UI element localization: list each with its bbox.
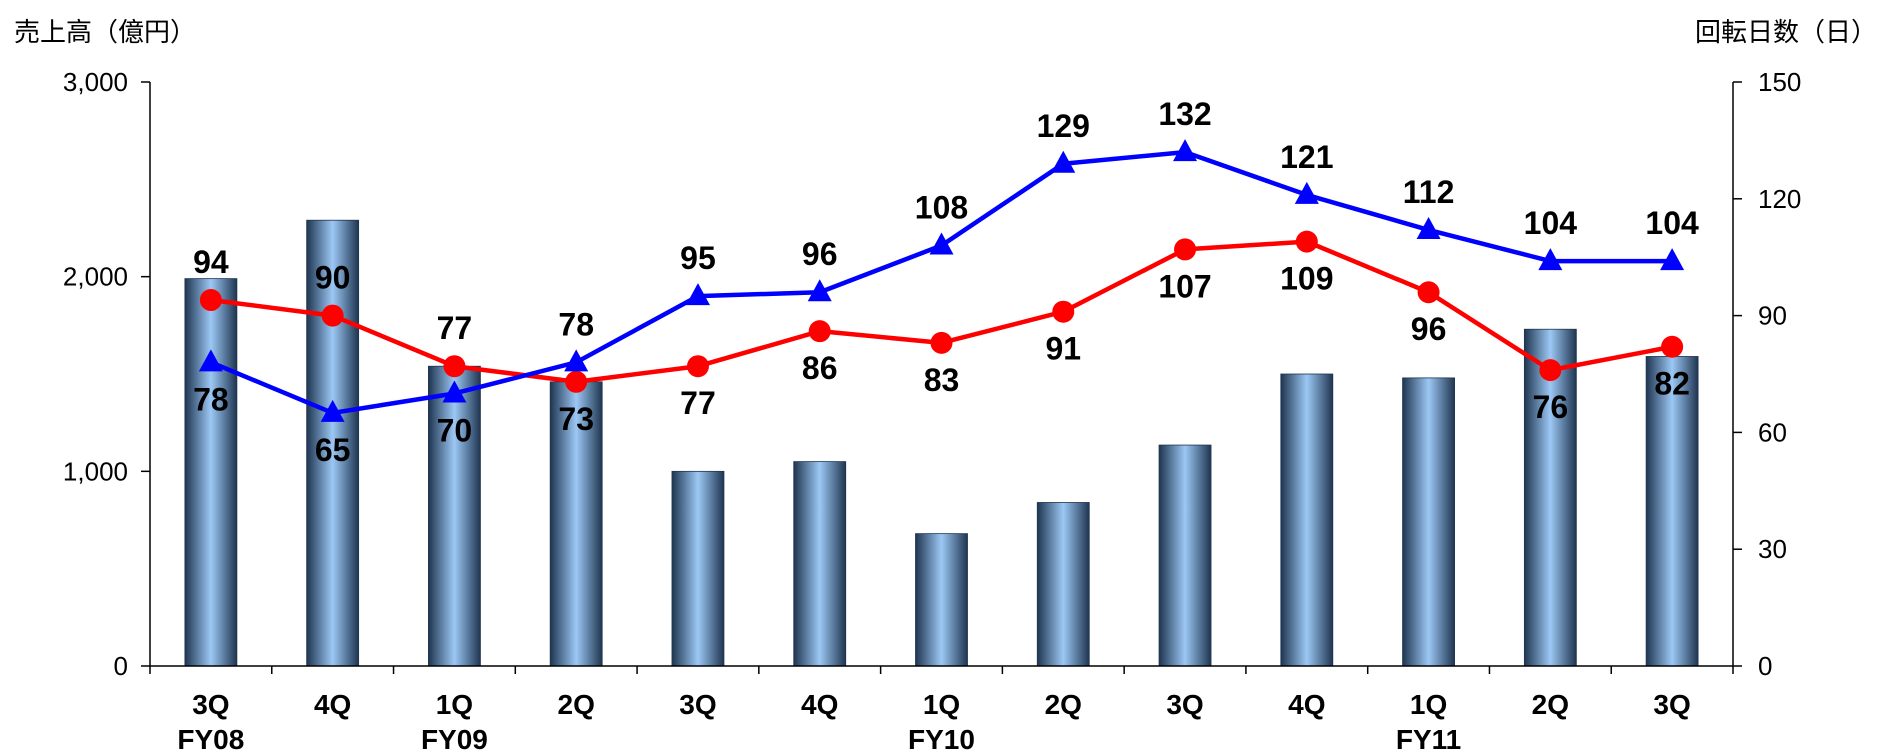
circle-marker — [565, 370, 588, 393]
data-label: 90 — [315, 260, 351, 296]
left-axis-title: 売上高（億円） — [14, 18, 197, 48]
right-tick-label: 0 — [1758, 651, 1772, 681]
x-tick-label: 3Q — [192, 689, 229, 720]
data-label: 77 — [437, 310, 473, 346]
right-tick-label: 150 — [1758, 67, 1801, 97]
bar — [549, 381, 603, 667]
x-tick-label: 2Q — [1532, 689, 1569, 720]
data-labels: 94 90 77 73 77 86 83 91 107 109 96 76 82 78 65 70 78 95 96… — [193, 96, 1699, 468]
circle-marker — [1052, 300, 1075, 323]
fiscal-year-label: FY08 — [177, 724, 244, 753]
fiscal-year-label: FY09 — [421, 724, 488, 753]
circle-marker — [686, 355, 709, 378]
data-label: 82 — [1654, 366, 1690, 402]
right-tick-label: 60 — [1758, 417, 1787, 447]
x-tick-label: 3Q — [1653, 689, 1690, 720]
series-line — [210, 239, 1673, 385]
circle-marker — [1661, 335, 1684, 358]
data-label: 78 — [558, 306, 594, 342]
fiscal-year-label: FY11 — [1396, 724, 1461, 753]
data-label: 107 — [1158, 268, 1211, 304]
bar — [1280, 373, 1334, 667]
right-tick-label: 120 — [1758, 184, 1801, 214]
right-tick-label: 90 — [1758, 301, 1787, 331]
data-label: 104 — [1524, 205, 1578, 241]
triangle-marker — [807, 279, 832, 302]
bar — [915, 533, 968, 667]
left-tick-label: 2,000 — [63, 262, 128, 292]
line-series — [198, 139, 1685, 422]
x-tick-label: 4Q — [801, 689, 838, 720]
triangle-marker — [1660, 248, 1685, 271]
x-tick-label: 3Q — [679, 689, 716, 720]
triangle-marker — [1173, 139, 1198, 162]
bar — [428, 365, 481, 667]
circle-marker — [1539, 359, 1562, 382]
data-label: 112 — [1403, 174, 1455, 210]
circle-marker — [321, 304, 344, 327]
left-tick-label: 1,000 — [63, 456, 128, 486]
circle-marker — [1295, 230, 1318, 253]
data-label: 77 — [680, 385, 716, 421]
bar — [1158, 444, 1212, 667]
x-tick-label: 2Q — [1045, 689, 1082, 720]
data-label: 132 — [1158, 96, 1211, 132]
circle-marker — [930, 331, 953, 354]
data-label: 121 — [1280, 139, 1333, 175]
data-label: 83 — [924, 362, 960, 398]
data-label: 129 — [1037, 108, 1090, 144]
data-label: 70 — [437, 412, 473, 448]
bar — [1645, 356, 1699, 667]
x-tick-label: 2Q — [558, 689, 595, 720]
circle-marker — [199, 289, 222, 312]
bar — [1036, 502, 1090, 667]
x-tick-label: 1Q — [436, 689, 473, 720]
data-label: 73 — [558, 401, 594, 437]
fiscal-year-label: FY10 — [908, 724, 975, 753]
data-label: 91 — [1045, 331, 1081, 367]
bar — [671, 470, 725, 667]
data-label: 65 — [315, 432, 351, 468]
data-label: 78 — [193, 381, 229, 417]
triangle-marker — [564, 349, 589, 372]
bar-series — [184, 219, 1699, 667]
axes: 0 1,000 2,000 3,000 0 30 60 90 120 150 3Q 4Q 1Q 2Q 3Q 4… — [63, 67, 1801, 753]
x-tick-label: 4Q — [314, 689, 351, 720]
triangle-marker — [685, 283, 710, 306]
x-tick-label: 3Q — [1166, 689, 1203, 720]
right-axis-title: 回転日数（日） — [1694, 18, 1877, 48]
triangle-marker — [442, 380, 467, 403]
data-label: 94 — [193, 244, 229, 280]
triangle-marker — [1294, 181, 1319, 204]
triangle-marker — [1416, 216, 1441, 239]
x-tick-label: 1Q — [923, 689, 960, 720]
data-label: 109 — [1280, 261, 1333, 297]
triangle-marker — [320, 399, 345, 422]
circle-marker — [1174, 238, 1197, 261]
triangle-marker — [1538, 248, 1563, 271]
bar — [793, 461, 847, 667]
data-label: 96 — [802, 236, 838, 272]
triangle-marker — [198, 349, 223, 372]
right-tick-label: 30 — [1758, 534, 1787, 564]
circle-marker — [808, 320, 831, 343]
x-tick-label: 1Q — [1410, 689, 1447, 720]
bar — [1523, 328, 1577, 667]
left-tick-label: 0 — [114, 651, 128, 681]
bar — [184, 278, 238, 667]
bar — [1402, 377, 1455, 667]
data-label: 108 — [915, 190, 968, 226]
circle-marker — [443, 355, 466, 378]
triangle-marker — [1051, 150, 1076, 173]
data-label: 76 — [1533, 389, 1569, 425]
data-label: 104 — [1645, 205, 1699, 241]
x-tick-label: 4Q — [1288, 689, 1325, 720]
triangle-marker — [929, 232, 954, 255]
data-label: 95 — [680, 240, 716, 276]
circle-marker — [1417, 281, 1440, 304]
data-label: 96 — [1411, 311, 1447, 347]
left-tick-label: 3,000 — [63, 67, 128, 97]
data-label: 86 — [802, 350, 838, 386]
